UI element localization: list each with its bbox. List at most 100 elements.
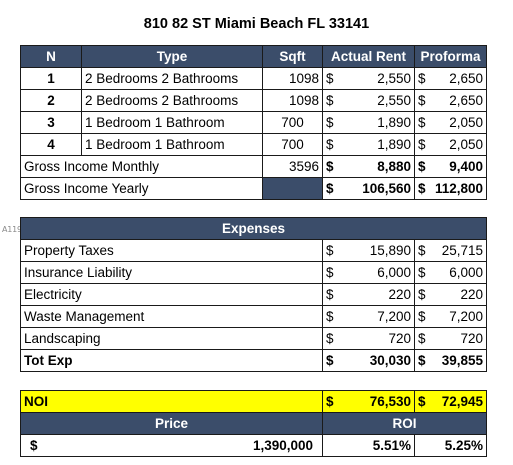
amount: 1,390,000 [252, 437, 313, 453]
expense-label: Waste Management [20, 305, 323, 328]
amount: 39,855 [441, 352, 483, 368]
unit-type: 2 Bedrooms 2 Bathrooms [81, 89, 263, 112]
amount: 2,550 [377, 92, 411, 108]
table-row: Insurance Liability $6,000 $6,000 [20, 261, 487, 284]
currency-symbol: $ [418, 136, 426, 152]
expenses-header: Expenses [20, 217, 487, 240]
expense-actual: $6,000 [322, 261, 415, 284]
amount: 76,530 [369, 393, 411, 409]
unit-number: 2 [20, 89, 82, 112]
total-sqft: 3596 [262, 155, 323, 178]
amount: 7,200 [377, 308, 411, 324]
currency-symbol: $ [326, 242, 334, 258]
amount: 220 [388, 286, 411, 302]
total-expenses-label: Tot Exp [20, 349, 323, 372]
expense-actual: $7,200 [322, 305, 415, 328]
unit-number: 1 [20, 67, 82, 90]
currency-symbol: $ [418, 330, 426, 346]
col-header-n: N [20, 45, 82, 68]
amount: 1,890 [377, 114, 411, 130]
currency-symbol: $ [418, 158, 426, 174]
table-row: 3 1 Bedroom 1 Bathroom 700 $1,890 $2,050 [20, 111, 487, 134]
unit-number: 3 [20, 111, 82, 134]
currency-symbol: $ [326, 330, 334, 346]
total-expenses-proforma: $39,855 [414, 349, 487, 372]
expense-proforma: $7,200 [414, 305, 487, 328]
currency-symbol: $ [30, 437, 38, 453]
amount: 2,650 [449, 92, 483, 108]
unit-proforma: $2,050 [414, 111, 487, 134]
currency-symbol: $ [326, 114, 334, 130]
currency-symbol: $ [418, 264, 426, 280]
unit-type: 1 Bedroom 1 Bathroom [81, 133, 263, 156]
expense-actual: $720 [322, 327, 415, 350]
amount: 2,550 [377, 70, 411, 86]
expense-proforma: $25,715 [414, 239, 487, 262]
unit-type: 2 Bedrooms 2 Bathrooms [81, 67, 263, 90]
roi-header: ROI [322, 412, 487, 435]
amount: 2,050 [449, 136, 483, 152]
noi-label: NOI [20, 390, 323, 413]
total-expenses-row: Tot Exp $30,030 $39,855 [20, 349, 487, 372]
expense-proforma: $720 [414, 327, 487, 350]
unit-actual-rent: $1,890 [322, 133, 415, 156]
gross-yearly-actual: $106,560 [322, 177, 415, 200]
currency-symbol: $ [418, 242, 426, 258]
currency-symbol: $ [326, 393, 334, 409]
table-row: Property Taxes $15,890 $25,715 [20, 239, 487, 262]
price-roi-row: $1,390,000 5.51% 5.25% [20, 434, 487, 457]
amount: 220 [460, 286, 483, 302]
amount: 720 [460, 330, 483, 346]
total-expenses-actual: $30,030 [322, 349, 415, 372]
unit-number: 4 [20, 133, 82, 156]
col-header-proforma: Proforma [414, 45, 487, 68]
price-value: $1,390,000 [20, 434, 323, 457]
amount: 1,890 [377, 136, 411, 152]
noi-table: NOI $76,530 $72,945 Price ROI $1,390,000… [20, 390, 487, 457]
currency-symbol: $ [418, 308, 426, 324]
expense-label: Insurance Liability [20, 261, 323, 284]
col-header-actual-rent: Actual Rent [322, 45, 415, 68]
currency-symbol: $ [418, 393, 426, 409]
noi-proforma: $72,945 [414, 390, 487, 413]
unit-sqft: 700 [262, 133, 323, 156]
amount: 2,650 [449, 70, 483, 86]
currency-symbol: $ [326, 158, 334, 174]
table-row: 2 2 Bedrooms 2 Bathrooms 1098 $2,550 $2,… [20, 89, 487, 112]
table-row: Landscaping $720 $720 [20, 327, 487, 350]
unit-proforma: $2,050 [414, 133, 487, 156]
currency-symbol: $ [418, 352, 426, 368]
currency-symbol: $ [326, 352, 334, 368]
amount: 15,890 [369, 242, 411, 258]
amount: 720 [388, 330, 411, 346]
amount: 9,400 [449, 158, 483, 174]
noi-row: NOI $76,530 $72,945 [20, 390, 487, 413]
currency-symbol: $ [418, 286, 426, 302]
unit-type: 1 Bedroom 1 Bathroom [81, 111, 263, 134]
price-header: Price [20, 412, 323, 435]
gross-monthly-actual: $8,880 [322, 155, 415, 178]
expense-label: Electricity [20, 283, 323, 306]
expense-label: Landscaping [20, 327, 323, 350]
unit-actual-rent: $1,890 [322, 111, 415, 134]
amount: 6,000 [449, 264, 483, 280]
table-row: 4 1 Bedroom 1 Bathroom 700 $1,890 $2,050 [20, 133, 487, 156]
gross-yearly-label: Gross Income Yearly [20, 177, 263, 200]
amount: 30,030 [369, 352, 411, 368]
expense-actual: $220 [322, 283, 415, 306]
col-header-sqft: Sqft [262, 45, 323, 68]
gross-monthly-proforma: $9,400 [414, 155, 487, 178]
amount: 2,050 [449, 114, 483, 130]
units-header-row: N Type Sqft Actual Rent Proforma [20, 45, 487, 68]
amount: 112,800 [434, 180, 483, 196]
unit-actual-rent: $2,550 [322, 89, 415, 112]
currency-symbol: $ [418, 70, 426, 86]
noi-actual: $76,530 [322, 390, 415, 413]
currency-symbol: $ [326, 308, 334, 324]
unit-sqft: 1098 [262, 89, 323, 112]
currency-symbol: $ [326, 92, 334, 108]
amount: 106,560 [362, 180, 411, 196]
currency-symbol: $ [418, 92, 426, 108]
expenses-header-row: Expenses [20, 217, 487, 240]
gross-yearly-row: Gross Income Yearly $106,560 $112,800 [20, 177, 487, 200]
